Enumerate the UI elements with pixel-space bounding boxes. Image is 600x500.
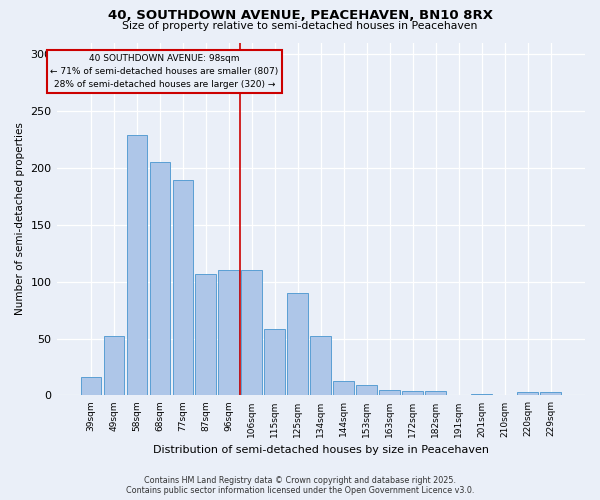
Text: Size of property relative to semi-detached houses in Peacehaven: Size of property relative to semi-detach… <box>122 21 478 31</box>
Bar <box>403 391 423 396</box>
Bar <box>287 293 308 396</box>
Bar <box>310 336 331 396</box>
Bar <box>472 394 492 396</box>
Text: Contains HM Land Registry data © Crown copyright and database right 2025.
Contai: Contains HM Land Registry data © Crown c… <box>126 476 474 495</box>
Bar <box>379 390 400 396</box>
Bar <box>425 391 446 396</box>
X-axis label: Distribution of semi-detached houses by size in Peacehaven: Distribution of semi-detached houses by … <box>153 445 489 455</box>
Bar <box>127 134 147 396</box>
Bar <box>356 385 377 396</box>
Bar <box>265 330 285 396</box>
Bar <box>80 377 101 396</box>
Bar <box>241 270 262 396</box>
Bar <box>517 392 538 396</box>
Bar <box>104 336 124 396</box>
Text: 40, SOUTHDOWN AVENUE, PEACEHAVEN, BN10 8RX: 40, SOUTHDOWN AVENUE, PEACEHAVEN, BN10 8… <box>107 9 493 22</box>
Bar <box>218 270 239 396</box>
Text: 40 SOUTHDOWN AVENUE: 98sqm
← 71% of semi-detached houses are smaller (807)
28% o: 40 SOUTHDOWN AVENUE: 98sqm ← 71% of semi… <box>50 54 278 90</box>
Bar <box>173 180 193 396</box>
Y-axis label: Number of semi-detached properties: Number of semi-detached properties <box>15 122 25 316</box>
Bar <box>149 162 170 396</box>
Bar <box>540 392 561 396</box>
Bar <box>196 274 216 396</box>
Bar <box>334 380 354 396</box>
